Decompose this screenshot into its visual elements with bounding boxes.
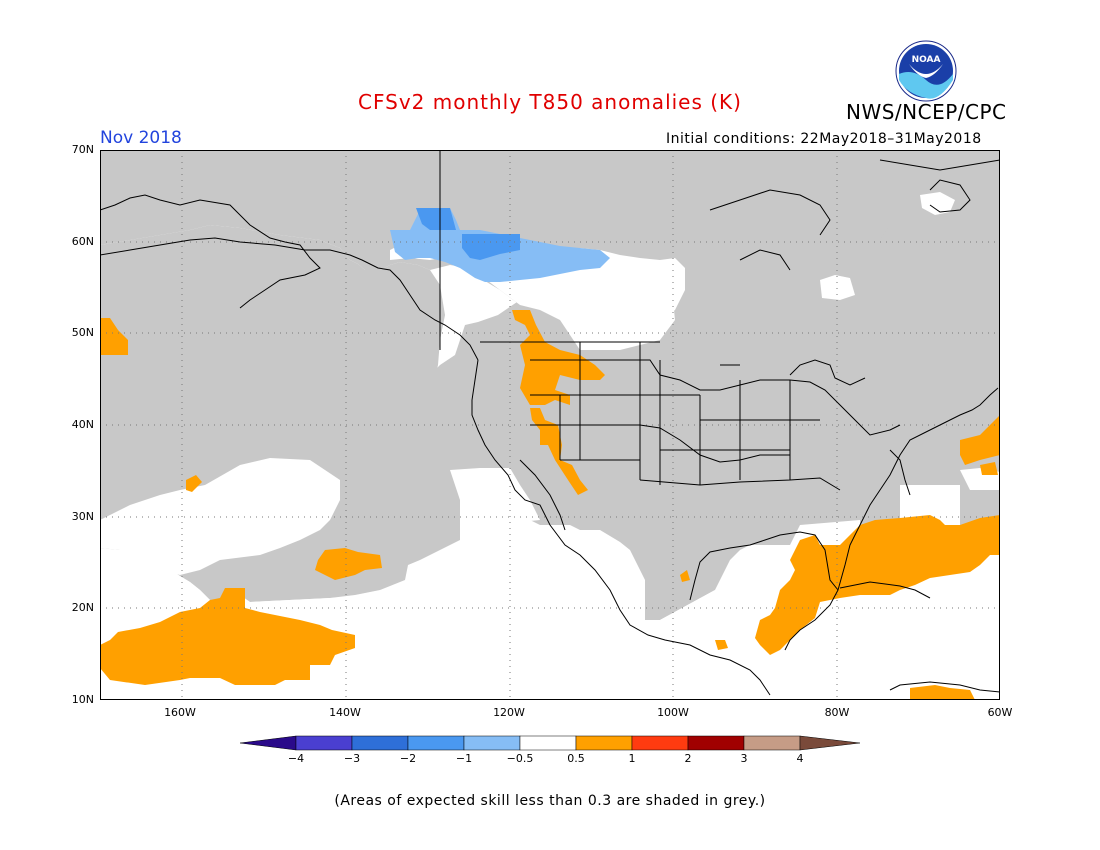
lon-label: 60W <box>987 706 1013 719</box>
legend-swatch-lowest <box>240 735 297 751</box>
legend-tick: 2 <box>684 752 692 765</box>
grid-lines <box>100 150 1000 700</box>
legend-tick: 4 <box>796 752 804 765</box>
legend-swatch <box>631 735 689 751</box>
legend-swatch <box>687 735 745 751</box>
lon-label: 80W <box>824 706 850 719</box>
legend-tick: −2 <box>399 752 417 765</box>
legend-swatch <box>743 735 801 751</box>
map-frame <box>100 150 1000 700</box>
svg-text:NOAA: NOAA <box>912 55 941 65</box>
legend-tick: −0.5 <box>506 752 534 765</box>
legend-tick: −1 <box>455 752 473 765</box>
noaa-logo-icon: NOAA <box>895 40 957 102</box>
lat-label: 30N <box>71 510 94 523</box>
lat-label: 70N <box>71 143 94 156</box>
lat-label: 40N <box>71 418 94 431</box>
legend-tick: −3 <box>343 752 361 765</box>
legend-swatch-highest <box>799 735 860 751</box>
legend-tick: 0.5 <box>567 752 585 765</box>
map-title: CFSv2 monthly T850 anomalies (K) <box>358 90 742 114</box>
legend-colorbar <box>240 735 860 751</box>
positive-anomalies <box>100 310 1000 700</box>
negative-anomalies <box>390 208 610 282</box>
legend-swatch <box>351 735 409 751</box>
lat-label: 10N <box>71 693 94 706</box>
lat-label: 60N <box>71 235 94 248</box>
lat-label: 50N <box>71 326 94 339</box>
lat-label: 20N <box>71 601 94 614</box>
lon-label: 140W <box>329 706 361 719</box>
organization-label: NWS/NCEP/CPC <box>846 100 1007 124</box>
forecast-month: Nov 2018 <box>100 128 182 148</box>
legend-swatch <box>295 735 353 751</box>
legend-tick: 3 <box>740 752 748 765</box>
legend-swatch <box>407 735 465 751</box>
coastlines <box>100 150 1000 696</box>
legend-tick: 1 <box>628 752 636 765</box>
anomaly-map <box>100 150 1000 700</box>
lon-label: 100W <box>657 706 689 719</box>
legend-swatch <box>463 735 521 751</box>
initial-conditions: Initial conditions: 22May2018–31May2018 <box>666 131 982 147</box>
lon-label: 160W <box>164 706 196 719</box>
legend-tick: −4 <box>287 752 305 765</box>
legend-swatch <box>519 735 577 751</box>
footnote: (Areas of expected skill less than 0.3 a… <box>334 793 766 809</box>
legend-swatch <box>575 735 633 751</box>
lon-label: 120W <box>493 706 525 719</box>
